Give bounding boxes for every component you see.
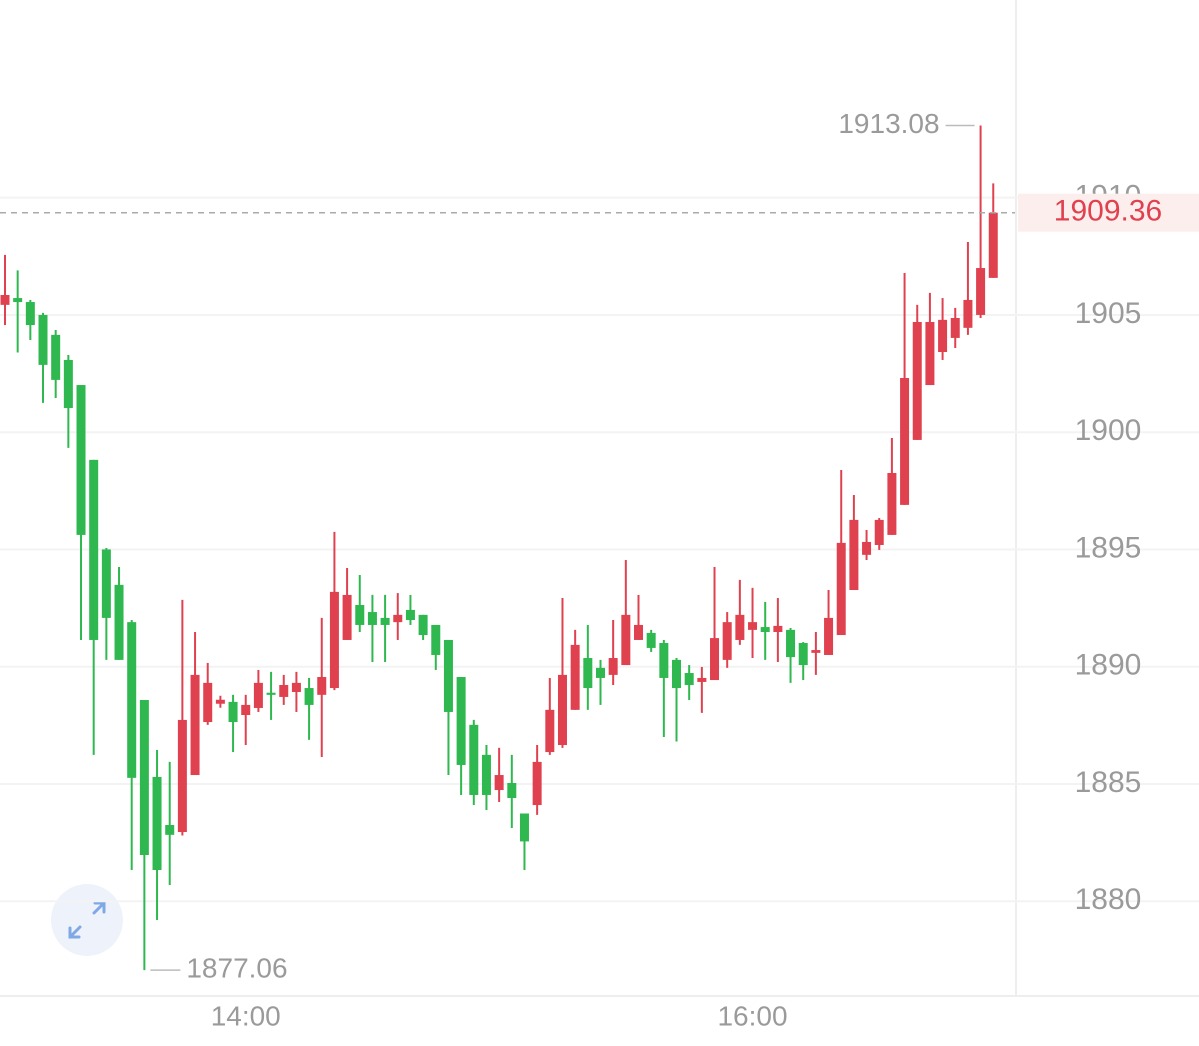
candle-body xyxy=(976,268,986,315)
candle-body xyxy=(431,624,441,655)
expand-button[interactable] xyxy=(51,884,123,956)
candle-body xyxy=(557,674,567,746)
candle-body xyxy=(519,813,529,842)
candle-body xyxy=(51,334,61,380)
y-tick-label: 1885 xyxy=(1075,766,1142,799)
candle-body xyxy=(950,317,960,338)
candle-body xyxy=(481,754,491,795)
candle-body xyxy=(228,701,238,723)
candle-body xyxy=(367,612,377,625)
candle-body xyxy=(963,299,973,328)
candle-body xyxy=(748,622,758,630)
candle-body xyxy=(380,617,390,625)
candle-body xyxy=(342,594,352,640)
candle-body xyxy=(570,644,580,710)
x-tick-label: 16:00 xyxy=(717,1000,787,1031)
candle-body xyxy=(849,519,859,591)
candle-body xyxy=(355,605,365,625)
candle-body xyxy=(165,824,175,835)
expand-button-bg[interactable] xyxy=(51,884,123,956)
candle-body xyxy=(545,709,555,753)
candle-body xyxy=(177,719,187,833)
candle-body xyxy=(735,614,745,640)
candle-body xyxy=(38,314,48,365)
candle-body xyxy=(393,614,403,623)
candle-body xyxy=(25,302,35,326)
candle-body xyxy=(659,643,669,678)
candle-body xyxy=(494,775,504,791)
x-tick-label: 14:00 xyxy=(211,1000,281,1031)
candle-body xyxy=(291,682,301,693)
candle-body xyxy=(190,674,200,776)
candle-body xyxy=(279,684,289,697)
candle-body xyxy=(63,359,73,409)
candle-body xyxy=(317,677,327,695)
candle-body xyxy=(722,622,732,660)
candle-body xyxy=(114,584,124,660)
candle-body xyxy=(836,542,846,636)
candle-body xyxy=(595,667,605,678)
candle-body xyxy=(684,673,694,685)
y-tick-label: 1880 xyxy=(1075,883,1142,916)
candle-body xyxy=(773,625,783,632)
candle-body xyxy=(152,776,162,871)
y-tick-label: 1890 xyxy=(1075,649,1142,682)
candle-body xyxy=(608,658,618,675)
candle-body xyxy=(405,609,415,621)
y-tick-label: 1905 xyxy=(1075,297,1142,330)
min-label: 1877.06 xyxy=(186,953,287,984)
candle-body xyxy=(862,541,872,555)
max-label: 1913.08 xyxy=(838,108,939,139)
candle-body xyxy=(583,658,593,689)
candle-body xyxy=(127,622,137,778)
candle-body xyxy=(253,682,263,708)
candle-body xyxy=(811,650,821,653)
candle-body xyxy=(874,519,884,545)
current-price-box xyxy=(1018,193,1199,232)
candle-body xyxy=(938,319,948,352)
candle-body xyxy=(912,321,922,440)
candle-body xyxy=(646,632,656,648)
candle-body xyxy=(101,549,111,618)
candle-body xyxy=(760,627,770,632)
y-tick-label: 1900 xyxy=(1075,414,1142,447)
candle-body xyxy=(532,761,542,806)
candle-body xyxy=(304,688,314,705)
candle-body xyxy=(89,459,99,640)
candle-body xyxy=(215,699,225,704)
candle-body xyxy=(507,783,517,799)
candle-body xyxy=(241,704,251,716)
candle-body xyxy=(0,295,10,305)
candle-body xyxy=(469,724,479,795)
candle-body xyxy=(76,385,86,535)
candle-body xyxy=(887,472,897,535)
candle-body xyxy=(697,677,707,682)
candle-body xyxy=(443,639,453,712)
y-tick-label: 1895 xyxy=(1075,531,1142,564)
candle-body xyxy=(988,212,998,278)
candle-body xyxy=(634,624,643,640)
candle-body xyxy=(456,677,466,765)
candle-body xyxy=(710,638,720,681)
candle-body xyxy=(900,378,910,505)
candle-body xyxy=(621,614,631,666)
candle-body xyxy=(798,643,808,666)
expand-icon[interactable] xyxy=(68,901,106,939)
candle-body xyxy=(203,682,213,723)
candle-body xyxy=(418,614,428,636)
candle-body xyxy=(139,699,149,856)
candle-body xyxy=(329,591,339,689)
candle-body xyxy=(266,692,276,695)
candle-body xyxy=(672,659,682,689)
candle-body xyxy=(824,617,834,655)
candle-body xyxy=(786,629,796,658)
current-price-label: 1909.36 xyxy=(1054,195,1162,228)
candle-body xyxy=(13,298,23,303)
candle-body xyxy=(925,321,935,386)
